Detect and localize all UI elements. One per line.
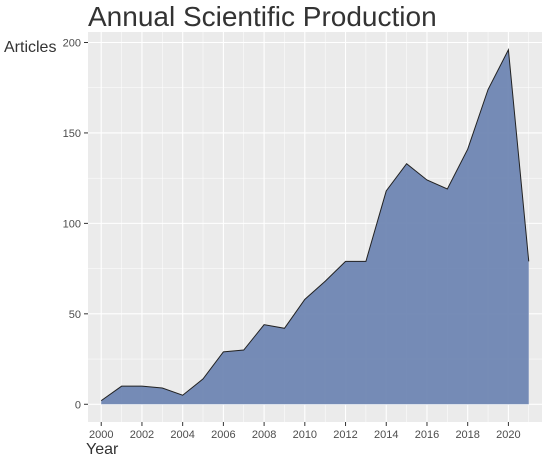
x-tick-label: 2004 [170,429,194,441]
y-axis-title: Articles [4,39,56,56]
y-tick-label: 100 [63,218,81,230]
series-line [100,47,530,402]
y-tick-label: 200 [63,37,81,49]
x-tick-label: 2000 [89,429,113,441]
x-axis-title: Year [86,441,119,458]
x-tick-label: 2010 [293,429,317,441]
y-tick-label: 150 [63,128,81,140]
y-tick-label: 50 [69,309,81,321]
x-axis: 2000 2002 2004 2006 2008 2010 2012 2014 2016 2018… [89,422,521,441]
y-tick-label: 0 [75,399,81,411]
x-tick-label: 2020 [496,429,520,441]
x-tick-label: 2012 [333,429,357,441]
x-tick-label: 2002 [130,429,154,441]
x-tick-label: 2018 [455,429,479,441]
y-axis: 0 50 100 150 200 [63,37,88,411]
x-tick-label: 2008 [252,429,276,441]
x-tick-label: 2006 [211,429,235,441]
x-tick-label: 2016 [415,429,439,441]
x-tick-label: 2014 [374,429,398,441]
series-area [101,49,529,405]
chart-title: Annual Scientific Production [88,1,437,32]
